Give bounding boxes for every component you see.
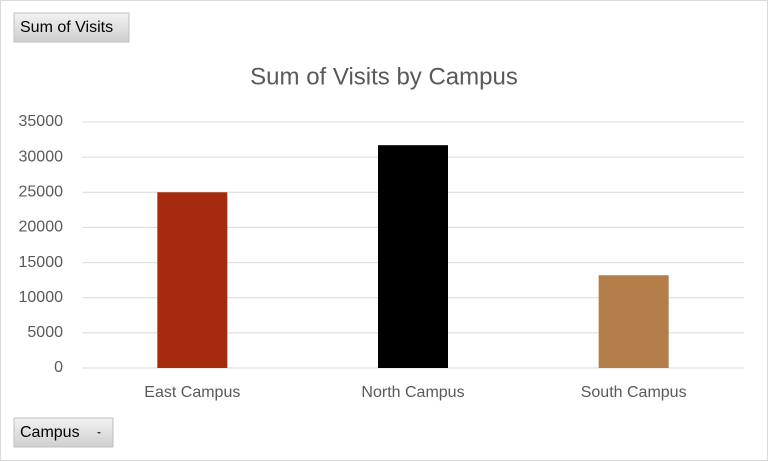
value-field-button[interactable]: Sum of Visits: [13, 12, 130, 43]
x-tick-label: South Campus: [581, 384, 687, 401]
y-tick-label: 25000: [19, 184, 64, 201]
axis-field-button[interactable]: Campus: [13, 417, 114, 448]
x-tick-label: North Campus: [361, 384, 464, 401]
y-tick-label: 0: [54, 359, 63, 376]
button-bg[interactable]: [13, 12, 130, 43]
y-tick-label: 35000: [19, 113, 64, 130]
button-bg[interactable]: [13, 417, 114, 448]
y-tick-label: 20000: [19, 219, 64, 236]
bar: [598, 275, 669, 368]
bar: [378, 145, 448, 368]
y-tick-label: 5000: [27, 324, 63, 341]
dropdown-arrow[interactable]: [97, 432, 101, 434]
y-tick-label: 30000: [19, 148, 64, 165]
chart-title: Sum of Visits by Campus: [250, 63, 518, 90]
y-tick-label: 10000: [19, 289, 64, 306]
x-tick-label: East Campus: [144, 384, 240, 401]
bar: [157, 192, 228, 368]
button-label[interactable]: Campus: [20, 424, 80, 441]
y-tick-label: 15000: [19, 254, 64, 271]
button-label[interactable]: Sum of Visits: [20, 19, 113, 36]
